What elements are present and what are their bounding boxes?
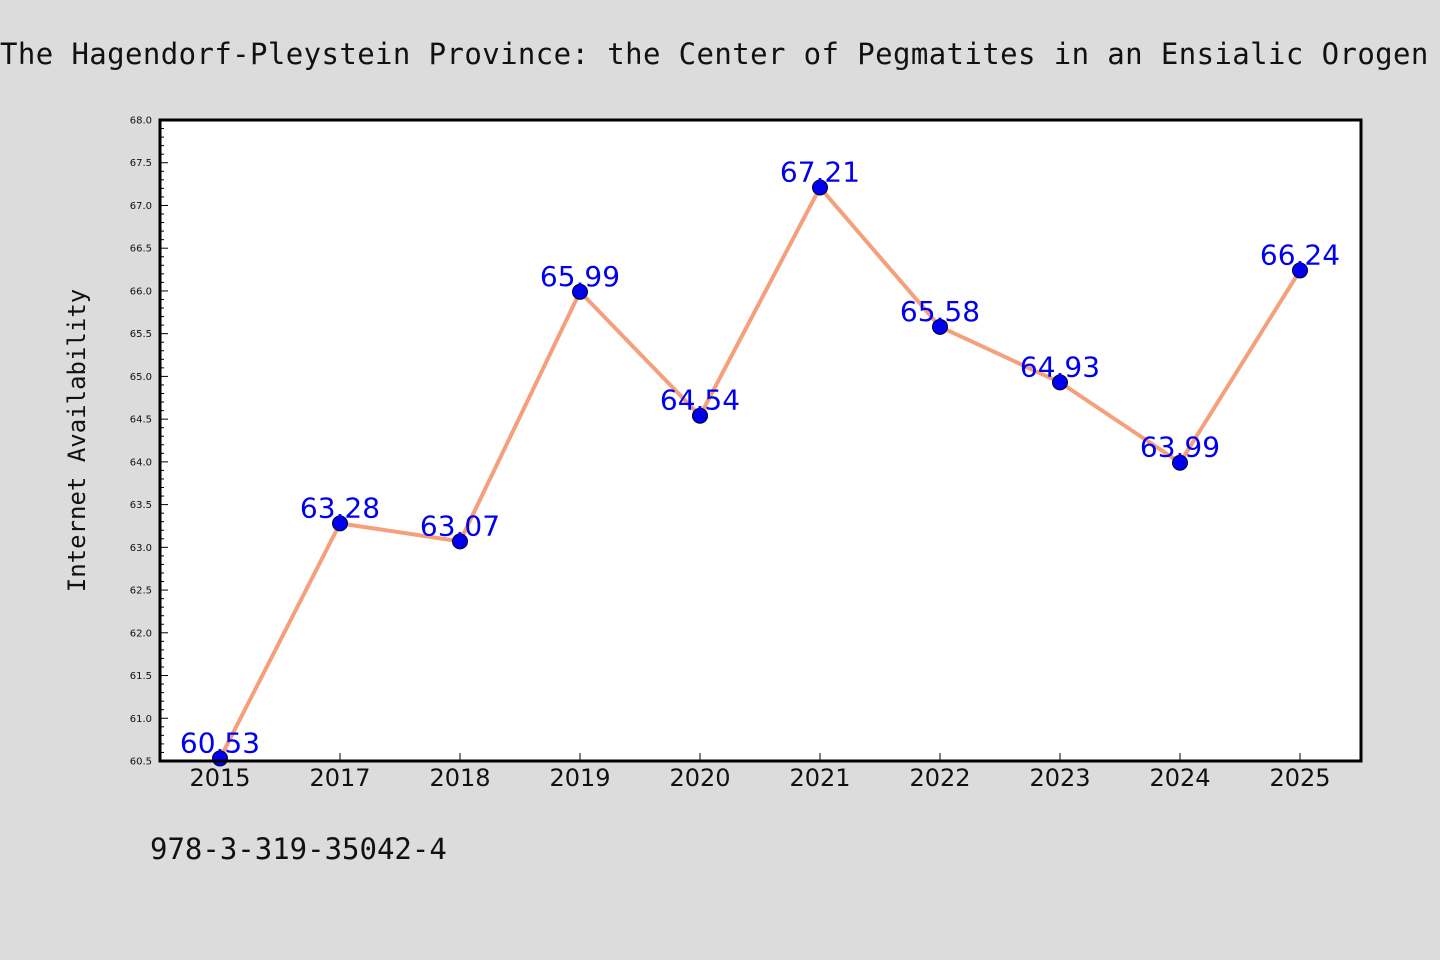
chart-title: The Hagendorf-Pleystein Province: the Ce… (0, 37, 1429, 71)
x-tick-label: 2024 (1149, 764, 1210, 792)
y-tick-label: 64.0 (130, 457, 152, 468)
x-tick-label: 2017 (309, 764, 370, 792)
isbn-footnote: 978-3-319-35042-4 (150, 832, 447, 866)
series-line (218, 185, 1302, 760)
x-tick-label: 2019 (549, 764, 610, 792)
x-tick-label: 2021 (789, 764, 850, 792)
y-tick-label: 68.0 (130, 116, 152, 127)
data-label: 64.93 (1020, 350, 1100, 383)
data-label: 63.07 (420, 509, 500, 542)
data-label: 66.24 (1260, 238, 1340, 271)
y-tick-label: 67.5 (130, 158, 152, 169)
data-point (1292, 262, 1308, 279)
x-axis-tick-labels: 2015 2017 2018 2019 2020 2021 2022 2023 2024 2025 (189, 764, 1330, 792)
y-tick-label: 64.5 (130, 415, 152, 426)
x-tick-label: 2022 (909, 764, 970, 792)
y-tick-label: 61.0 (130, 714, 152, 725)
data-label: 64.54 (660, 384, 740, 417)
data-point (932, 318, 948, 335)
data-label: 65.99 (540, 260, 620, 293)
data-point (332, 515, 348, 532)
data-label: 65.58 (900, 295, 980, 328)
data-markers (212, 179, 1308, 767)
data-point (1172, 454, 1188, 471)
y-axis-label: Internet Availability (63, 289, 91, 592)
y-tick-label: 66.5 (130, 244, 152, 255)
x-tick-label: 2020 (669, 764, 730, 792)
y-tick-label: 67.0 (130, 201, 152, 212)
data-labels: 60.53 63.28 63.07 65.99 64.54 67.21 65.58 64.93… (180, 156, 1340, 760)
x-tick-label: 2015 (189, 764, 250, 792)
data-point (812, 179, 828, 196)
y-tick-label: 63.0 (130, 543, 152, 554)
x-tick-label: 2023 (1029, 764, 1090, 792)
x-tick-label: 2025 (1269, 764, 1330, 792)
y-axis-tick-labels: 60.5 61.0 61.5 62.0 62.5 63.0 63.5 64.0 64.5 65.0… (130, 116, 152, 768)
plot-area (160, 120, 1361, 761)
y-tick-label: 61.5 (130, 671, 152, 682)
data-point (692, 407, 708, 424)
y-tick-label: 60.5 (130, 757, 152, 768)
plot-frame (158, 118, 1363, 763)
y-tick-label: 62.5 (130, 586, 152, 597)
data-point (572, 283, 588, 300)
x-tick-label: 2018 (429, 764, 490, 792)
y-tick-label: 65.5 (130, 329, 152, 340)
data-label: 63.99 (1140, 431, 1220, 464)
data-point (452, 533, 468, 550)
data-point (1052, 374, 1068, 391)
data-label: 63.28 (300, 491, 380, 524)
y-tick-label: 66.0 (130, 286, 152, 297)
y-tick-label: 62.0 (130, 628, 152, 639)
y-tick-label: 65.0 (130, 372, 152, 383)
y-tick-label: 63.5 (130, 500, 152, 511)
data-label: 60.53 (180, 726, 260, 759)
data-label: 67.21 (780, 156, 860, 189)
